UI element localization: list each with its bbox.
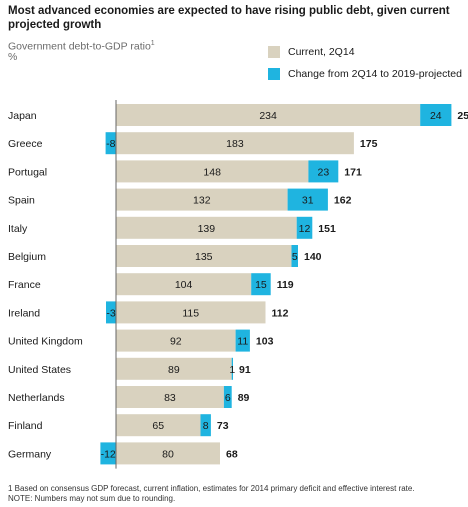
category-label: Germany bbox=[8, 448, 52, 460]
bar-total-label: 171 bbox=[344, 166, 362, 178]
bar-change-label: -8 bbox=[106, 138, 115, 150]
debt-bar-chart: Japan23424258Greece183-8175Portugal14823… bbox=[8, 100, 468, 469]
bar-change bbox=[106, 301, 116, 324]
bar-change bbox=[105, 132, 116, 155]
bar-change-label: 31 bbox=[302, 195, 314, 207]
bar-change-label: 12 bbox=[299, 223, 311, 235]
category-label: Japan bbox=[8, 110, 37, 122]
bar-change bbox=[287, 188, 328, 211]
bar-current-label: 89 bbox=[168, 364, 180, 376]
bar-total-label: 73 bbox=[217, 420, 229, 432]
bar-change bbox=[200, 414, 211, 437]
bar-total-label: 162 bbox=[334, 195, 352, 207]
bar-current bbox=[116, 104, 421, 126]
legend-item-change: Change from 2Q14 to 2019-projected bbox=[268, 67, 462, 81]
bar-current-label: 132 bbox=[193, 195, 211, 207]
bar-current-label: 80 bbox=[162, 448, 174, 460]
bar-current bbox=[116, 329, 236, 352]
category-label: Portugal bbox=[8, 166, 47, 178]
category-label: Spain bbox=[8, 195, 35, 207]
legend-item-current: Current, 2Q14 bbox=[268, 45, 355, 59]
chart-subtitle: Government debt-to-GDP ratio1 bbox=[8, 37, 155, 54]
category-label: Belgium bbox=[8, 251, 46, 263]
bar-change bbox=[231, 357, 233, 380]
bar-total-label: 175 bbox=[360, 138, 378, 150]
subtitle-text: Government debt-to-GDP ratio bbox=[8, 40, 151, 53]
bar-current bbox=[116, 414, 201, 437]
bar-change-label: 11 bbox=[237, 336, 248, 348]
bar-total-label: 91 bbox=[239, 364, 251, 376]
bar-change-label: -3 bbox=[106, 307, 115, 319]
bar-current-label: 148 bbox=[203, 166, 221, 178]
bar-change-label: 1 bbox=[229, 364, 235, 376]
bar-total-label: 151 bbox=[318, 223, 336, 235]
bar-current-label: 234 bbox=[259, 110, 277, 122]
category-label: Greece bbox=[8, 138, 43, 150]
bar-change-label: 6 bbox=[225, 392, 231, 404]
bar-total-label: 258 bbox=[457, 110, 468, 122]
bar-change-label: -12 bbox=[101, 448, 116, 460]
bar-current bbox=[116, 188, 288, 211]
legend-label-change: Change from 2Q14 to 2019-projected bbox=[288, 68, 462, 80]
category-label: Italy bbox=[8, 223, 28, 235]
bar-change bbox=[235, 329, 250, 352]
bar-change-label: 23 bbox=[318, 166, 330, 178]
bar-total-label: 89 bbox=[238, 392, 250, 404]
bar-change-label: 8 bbox=[203, 420, 209, 432]
bar-current bbox=[116, 132, 354, 155]
unit-label: % bbox=[8, 51, 18, 63]
bar-change-label: 15 bbox=[255, 279, 267, 291]
bar-current-label: 183 bbox=[226, 138, 244, 150]
bar-total-label: 112 bbox=[272, 307, 289, 319]
bar-current-label: 104 bbox=[175, 279, 193, 291]
bar-current bbox=[116, 245, 292, 267]
legend-swatch-change bbox=[268, 68, 280, 80]
bar-change bbox=[100, 442, 116, 465]
footnote-1: 1 Based on consensus GDP forecast, curre… bbox=[8, 484, 415, 493]
legend-swatch-current bbox=[268, 46, 280, 58]
bar-current-label: 139 bbox=[198, 223, 216, 235]
category-label: France bbox=[8, 279, 41, 291]
bar-change bbox=[251, 273, 271, 296]
bar-change bbox=[296, 216, 313, 239]
bar-total-label: 103 bbox=[256, 336, 274, 348]
category-label: Finland bbox=[8, 420, 43, 432]
bar-current bbox=[116, 442, 220, 465]
bar-current-label: 135 bbox=[195, 251, 213, 263]
bar-current bbox=[116, 160, 309, 183]
bar-change-label: 5 bbox=[292, 251, 298, 263]
bar-change bbox=[420, 104, 452, 126]
category-label: United States bbox=[8, 364, 71, 376]
bar-current bbox=[116, 301, 266, 324]
bar-change-label: 24 bbox=[430, 110, 442, 122]
bar-current bbox=[116, 357, 232, 380]
category-label: United Kingdom bbox=[8, 336, 83, 348]
bar-current-label: 83 bbox=[164, 392, 176, 404]
legend-label-current: Current, 2Q14 bbox=[288, 46, 355, 58]
bar-current bbox=[116, 386, 224, 408]
bar-current-label: 65 bbox=[152, 420, 164, 432]
category-label: Netherlands bbox=[8, 392, 65, 404]
bar-current-label: 115 bbox=[182, 307, 199, 319]
bar-change bbox=[223, 386, 232, 408]
bar-current bbox=[116, 273, 252, 296]
footnote-marker: 1 bbox=[150, 40, 155, 47]
bar-total-label: 140 bbox=[304, 251, 322, 263]
category-label: Ireland bbox=[8, 307, 40, 319]
bar-change bbox=[291, 245, 298, 267]
bar-total-label: 119 bbox=[277, 279, 294, 291]
chart-title: Most advanced economies are expected to … bbox=[8, 5, 450, 31]
footnote-note: NOTE: Numbers may not sum due to roundin… bbox=[8, 494, 176, 503]
bar-current-label: 92 bbox=[170, 336, 182, 348]
bar-current bbox=[116, 216, 297, 239]
bar-total-label: 68 bbox=[226, 448, 238, 460]
footnotes: 1 Based on consensus GDP forecast, curre… bbox=[8, 484, 415, 504]
bar-change bbox=[308, 160, 339, 183]
